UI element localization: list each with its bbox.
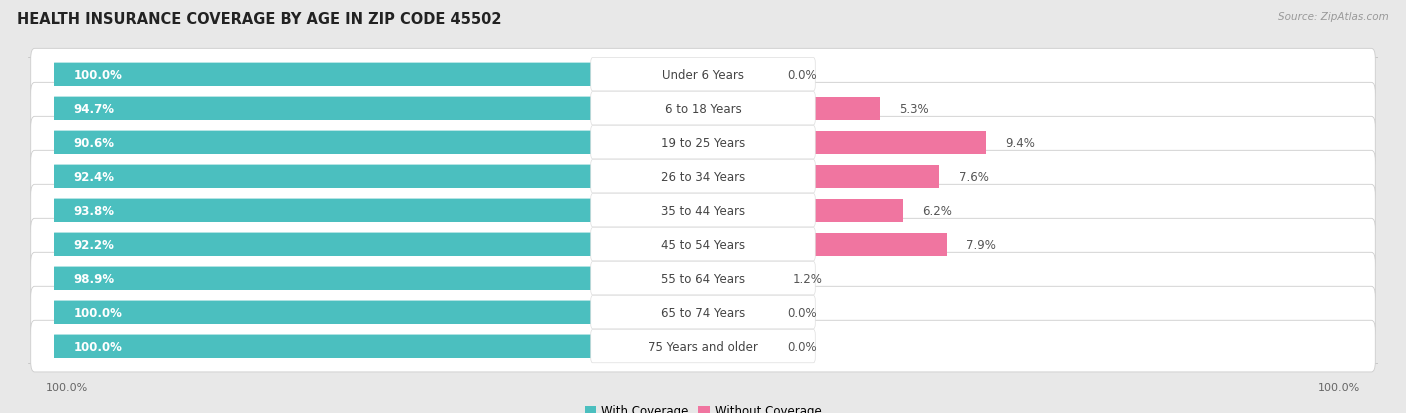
FancyBboxPatch shape xyxy=(591,262,815,295)
FancyBboxPatch shape xyxy=(53,233,616,256)
FancyBboxPatch shape xyxy=(591,160,815,193)
Text: 92.4%: 92.4% xyxy=(73,170,114,183)
Text: 1.2%: 1.2% xyxy=(793,272,823,285)
FancyBboxPatch shape xyxy=(53,335,664,358)
Legend: With Coverage, Without Coverage: With Coverage, Without Coverage xyxy=(585,404,821,413)
Bar xyxy=(742,335,768,358)
FancyBboxPatch shape xyxy=(53,64,664,86)
Text: 7.9%: 7.9% xyxy=(966,238,997,251)
Text: 55 to 64 Years: 55 to 64 Years xyxy=(661,272,745,285)
FancyBboxPatch shape xyxy=(31,219,1375,271)
Text: 9.4%: 9.4% xyxy=(1005,136,1035,149)
FancyBboxPatch shape xyxy=(53,267,658,290)
FancyBboxPatch shape xyxy=(31,49,1375,101)
FancyBboxPatch shape xyxy=(31,287,1375,338)
Bar xyxy=(742,199,903,222)
Bar xyxy=(742,64,768,86)
Text: 90.6%: 90.6% xyxy=(73,136,114,149)
Bar xyxy=(742,301,768,324)
FancyBboxPatch shape xyxy=(591,126,815,159)
Text: Under 6 Years: Under 6 Years xyxy=(662,69,744,81)
Text: 93.8%: 93.8% xyxy=(73,204,114,217)
Text: 0.0%: 0.0% xyxy=(787,306,817,319)
Text: 65 to 74 Years: 65 to 74 Years xyxy=(661,306,745,319)
Text: 100.0%: 100.0% xyxy=(73,69,122,81)
FancyBboxPatch shape xyxy=(591,92,815,126)
FancyBboxPatch shape xyxy=(591,58,815,92)
Bar xyxy=(742,233,948,256)
Text: 26 to 34 Years: 26 to 34 Years xyxy=(661,170,745,183)
Bar xyxy=(742,97,880,121)
FancyBboxPatch shape xyxy=(591,194,815,227)
Text: 5.3%: 5.3% xyxy=(898,102,928,115)
Text: 19 to 25 Years: 19 to 25 Years xyxy=(661,136,745,149)
Text: 100.0%: 100.0% xyxy=(73,340,122,353)
FancyBboxPatch shape xyxy=(53,199,626,222)
Bar xyxy=(53,165,617,188)
FancyBboxPatch shape xyxy=(31,117,1375,169)
Text: 98.9%: 98.9% xyxy=(73,272,115,285)
Bar xyxy=(53,97,631,121)
Bar xyxy=(53,64,664,86)
FancyBboxPatch shape xyxy=(53,301,664,324)
Text: 6 to 18 Years: 6 to 18 Years xyxy=(665,102,741,115)
Text: 6.2%: 6.2% xyxy=(922,204,952,217)
FancyBboxPatch shape xyxy=(591,228,815,261)
FancyBboxPatch shape xyxy=(31,185,1375,236)
Text: 7.6%: 7.6% xyxy=(959,170,988,183)
FancyBboxPatch shape xyxy=(31,83,1375,135)
Bar xyxy=(53,131,607,154)
Text: 0.0%: 0.0% xyxy=(787,340,817,353)
FancyBboxPatch shape xyxy=(591,296,815,329)
Text: 94.7%: 94.7% xyxy=(73,102,114,115)
Text: 75 Years and older: 75 Years and older xyxy=(648,340,758,353)
Text: 92.2%: 92.2% xyxy=(73,238,114,251)
FancyBboxPatch shape xyxy=(53,97,631,121)
Text: 35 to 44 Years: 35 to 44 Years xyxy=(661,204,745,217)
Bar xyxy=(53,335,664,358)
FancyBboxPatch shape xyxy=(591,330,815,363)
Text: HEALTH INSURANCE COVERAGE BY AGE IN ZIP CODE 45502: HEALTH INSURANCE COVERAGE BY AGE IN ZIP … xyxy=(17,12,502,27)
Bar xyxy=(53,233,616,256)
Text: 100.0%: 100.0% xyxy=(73,306,122,319)
FancyBboxPatch shape xyxy=(31,253,1375,304)
FancyBboxPatch shape xyxy=(31,151,1375,202)
Bar xyxy=(53,199,626,222)
FancyBboxPatch shape xyxy=(31,320,1375,372)
Text: 45 to 54 Years: 45 to 54 Years xyxy=(661,238,745,251)
Text: Source: ZipAtlas.com: Source: ZipAtlas.com xyxy=(1278,12,1389,22)
Bar xyxy=(53,301,664,324)
Bar xyxy=(742,165,939,188)
Bar xyxy=(53,267,658,290)
Text: 0.0%: 0.0% xyxy=(787,69,817,81)
FancyBboxPatch shape xyxy=(53,165,617,188)
Bar xyxy=(742,267,773,290)
FancyBboxPatch shape xyxy=(53,131,607,154)
Bar xyxy=(742,131,986,154)
